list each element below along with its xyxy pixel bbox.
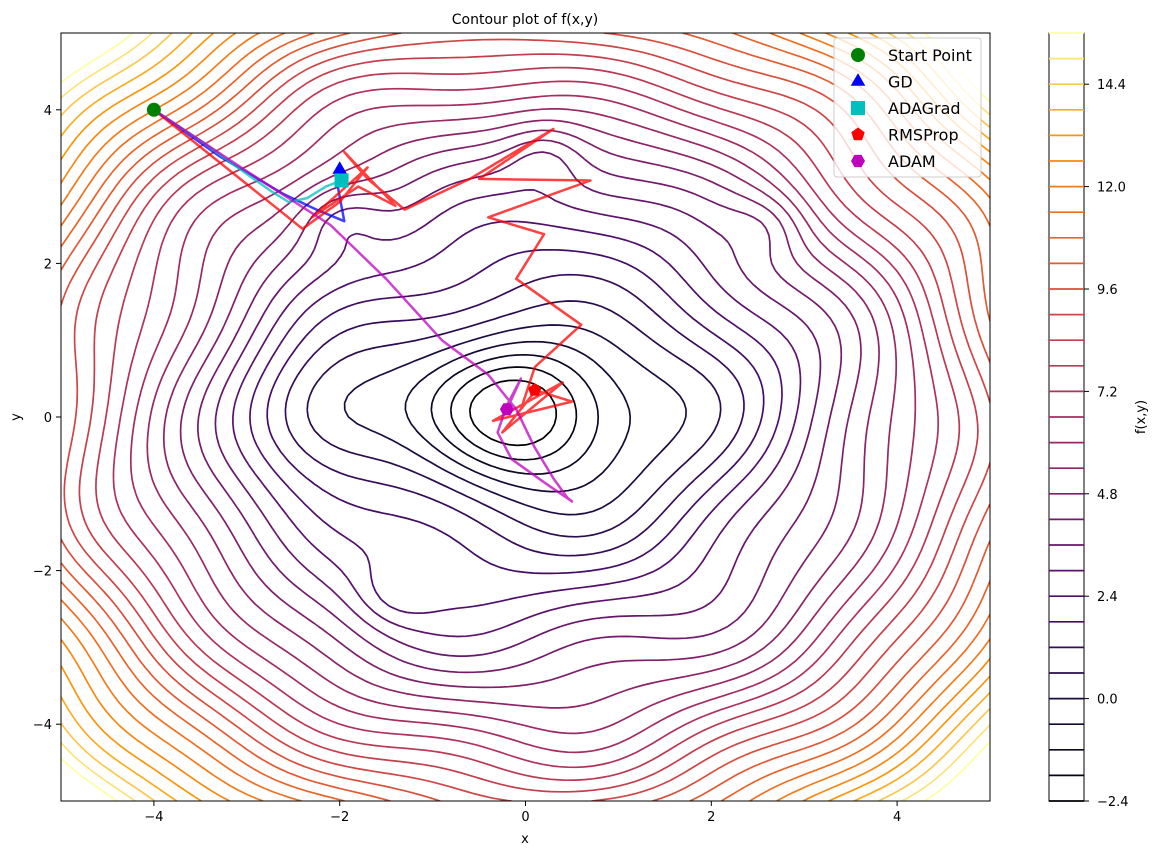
colorbar-tick-label: −2.4 [1097,795,1129,810]
end-markers [146,102,542,416]
colorbar-tick-label: 7.2 [1097,385,1118,400]
contour-level-8 [249,220,783,615]
chart-title: Contour plot of f(x,y) [452,12,598,28]
x-axis-ticks: −4 −2 0 2 4 [144,801,901,825]
x-axis-label: x [521,832,529,847]
contour-level-7 [266,248,765,575]
marker-gd [332,161,347,174]
x-tick-label: −4 [144,810,163,825]
contour-level-4 [343,324,687,516]
marker-rmsprop [528,383,542,396]
legend-label: ADAM [888,152,936,171]
contour-level-14 [146,108,898,735]
legend-marker-rmsprop [851,127,865,141]
start-point-marker [146,102,161,117]
legend-box [833,37,982,178]
x-tick-label: −2 [330,810,349,825]
colorbar-label: f(x,y) [1134,400,1149,434]
contour-level-2 [430,353,600,475]
y-tick-label: −2 [33,565,52,580]
contour-level-15 [129,94,917,754]
legend-label: ADAGrad [888,99,961,118]
marker-adam [499,403,514,416]
contour-level-1 [449,366,578,461]
marker-adagrad [334,173,349,188]
path-rmsprop [153,108,592,434]
contour-level-13 [162,119,880,709]
colorbar-tick-label: 4.8 [1097,488,1118,503]
legend-marker-adam [851,154,865,168]
legend-marker-gd [850,73,866,86]
legend-label: RMSProp [888,126,959,145]
x-tick-label: 0 [521,810,529,825]
colorbar-tick-label: 0.0 [1097,693,1118,708]
y-axis-ticks: −4 −2 0 2 4 [33,104,61,733]
contour-level-11 [197,139,843,674]
contour-level-12 [179,129,862,689]
contour-level-10 [214,151,822,657]
path-adam [153,108,574,503]
colorbar-tick-label: 14.4 [1097,78,1126,93]
contour-level-9 [232,189,802,638]
y-tick-label: 4 [44,104,52,119]
contour-level-19 [63,38,990,801]
y-tick-label: 0 [44,411,52,426]
legend-label: Start Point [888,46,972,65]
contour-level-17 [95,66,961,782]
y-tick-label: −4 [33,718,52,733]
legend-marker-adagrad [851,101,865,115]
legend: Start Point GD ADAGrad RMSProp ADAM [833,37,982,178]
y-axis-label: y [9,413,24,421]
x-tick-label: 2 [707,810,715,825]
colorbar-tick-label: 9.6 [1097,283,1118,298]
colorbar-tick-label: 12.0 [1097,181,1126,196]
colorbar-tick-label: 2.4 [1097,590,1118,605]
x-tick-label: 4 [893,810,901,825]
contour-level-18 [78,53,979,793]
y-tick-label: 2 [44,257,52,272]
contour-level-3 [404,340,632,493]
contour-level-16 [112,80,940,769]
legend-marker-start-point [851,48,865,62]
legend-label: GD [888,73,913,92]
colorbar: −2.4 0.0 2.4 4.8 7.2 9.6 12.0 14.4 f(x,y) [1048,32,1149,810]
